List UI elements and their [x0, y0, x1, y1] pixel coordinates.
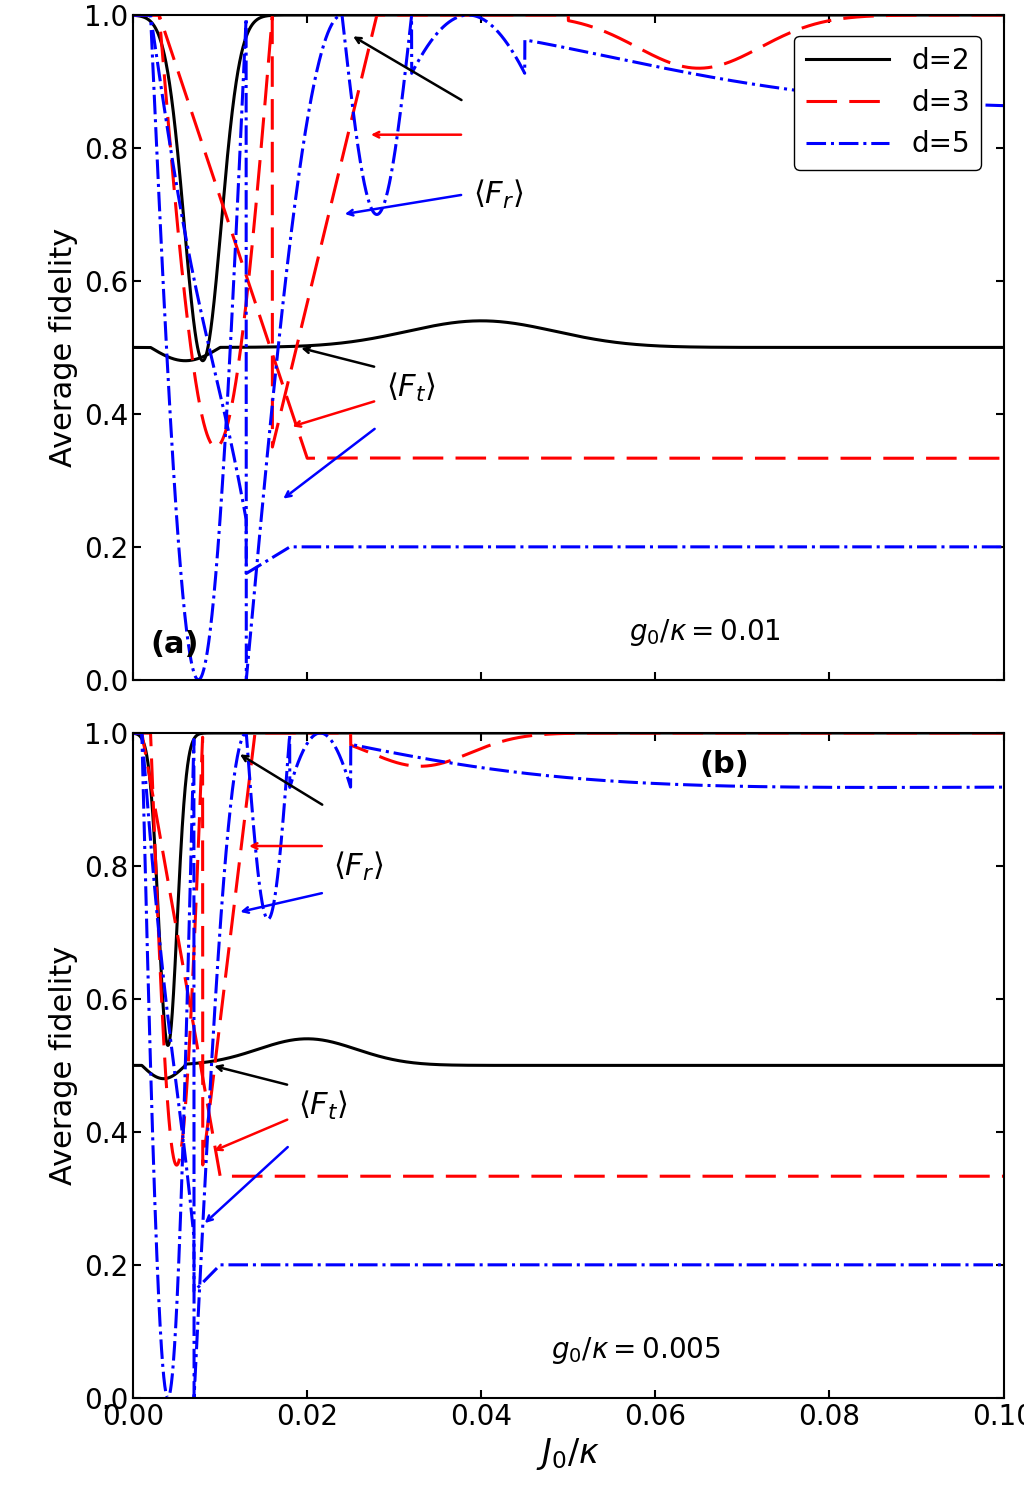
Text: (b): (b): [698, 750, 749, 779]
Y-axis label: Average fidelity: Average fidelity: [49, 228, 78, 467]
Legend: d=2, d=3, d=5: d=2, d=3, d=5: [795, 36, 981, 170]
Text: (a): (a): [151, 630, 199, 660]
Text: $g_0 / \kappa = 0.01$: $g_0 / \kappa = 0.01$: [629, 616, 781, 648]
Text: $\langle F_r \rangle$: $\langle F_r \rangle$: [473, 177, 523, 210]
Text: $\langle F_t \rangle$: $\langle F_t \rangle$: [299, 1088, 348, 1121]
Text: $g_0 / \kappa = 0.005$: $g_0 / \kappa = 0.005$: [551, 1335, 721, 1366]
Text: $\langle F_t \rangle$: $\langle F_t \rangle$: [386, 371, 435, 404]
X-axis label: $J_0 / \kappa$: $J_0 / \kappa$: [537, 1437, 600, 1473]
Text: $\langle F_r \rangle$: $\langle F_r \rangle$: [334, 849, 384, 882]
Y-axis label: Average fidelity: Average fidelity: [49, 945, 78, 1184]
